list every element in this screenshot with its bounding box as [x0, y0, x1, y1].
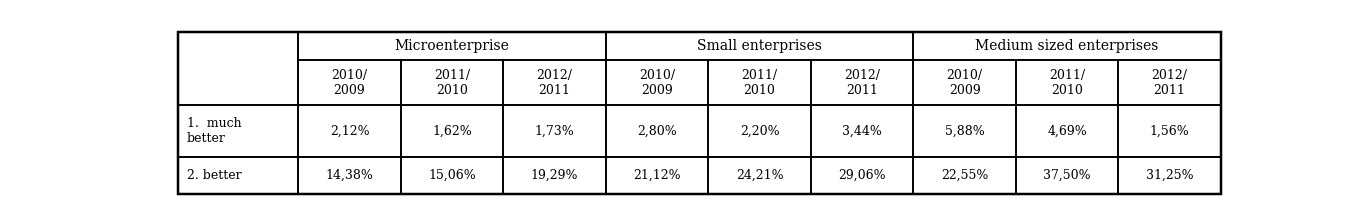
Bar	[605, 32, 914, 60]
Bar	[914, 32, 1221, 60]
Bar	[401, 157, 503, 194]
Bar	[914, 157, 1016, 194]
Bar	[1016, 105, 1118, 157]
Bar	[1016, 60, 1118, 105]
Text: 1,73%: 1,73%	[534, 124, 574, 137]
Text: 2011/
2010: 2011/ 2010	[1049, 69, 1085, 97]
Text: 24,21%: 24,21%	[736, 169, 783, 182]
Text: 2,12%: 2,12%	[329, 124, 370, 137]
Text: 2010/
2009: 2010/ 2009	[332, 69, 367, 97]
Text: 21,12%: 21,12%	[634, 169, 681, 182]
Text: 19,29%: 19,29%	[530, 169, 578, 182]
Text: 1.  much
better: 1. much better	[186, 117, 242, 145]
Bar	[401, 105, 503, 157]
Text: 4,69%: 4,69%	[1047, 124, 1087, 137]
Text: 15,06%: 15,06%	[428, 169, 476, 182]
Bar	[298, 157, 401, 194]
Bar	[298, 32, 605, 60]
Bar	[811, 157, 914, 194]
Bar	[178, 32, 298, 105]
Bar	[298, 105, 401, 157]
Text: 2,20%: 2,20%	[740, 124, 779, 137]
Text: 2011/
2010: 2011/ 2010	[434, 69, 471, 97]
Bar	[401, 60, 503, 105]
Text: 5,88%: 5,88%	[945, 124, 985, 137]
Bar	[1016, 157, 1118, 194]
Bar	[709, 157, 811, 194]
Text: 2010/
2009: 2010/ 2009	[639, 69, 675, 97]
Bar	[605, 105, 709, 157]
Text: 31,25%: 31,25%	[1145, 169, 1193, 182]
Text: 2. better: 2. better	[186, 169, 242, 182]
Bar	[1118, 105, 1221, 157]
Text: 2011/
2010: 2011/ 2010	[741, 69, 778, 97]
Bar	[178, 105, 298, 157]
Bar	[605, 60, 709, 105]
Text: Microenterprise: Microenterprise	[394, 39, 510, 53]
Bar	[605, 157, 709, 194]
Text: 3,44%: 3,44%	[842, 124, 883, 137]
Text: 2012/
2011: 2012/ 2011	[1152, 69, 1187, 97]
Text: 1,56%: 1,56%	[1149, 124, 1190, 137]
Bar	[811, 105, 914, 157]
Bar	[709, 60, 811, 105]
Bar	[178, 157, 298, 194]
Bar	[503, 105, 605, 157]
Bar	[709, 105, 811, 157]
Bar	[1118, 157, 1221, 194]
Text: Small enterprises: Small enterprises	[698, 39, 821, 53]
Text: 2012/
2011: 2012/ 2011	[537, 69, 573, 97]
Text: 1,62%: 1,62%	[432, 124, 472, 137]
Text: Medium sized enterprises: Medium sized enterprises	[975, 39, 1159, 53]
Bar	[914, 105, 1016, 157]
Text: 29,06%: 29,06%	[838, 169, 885, 182]
Bar	[1118, 60, 1221, 105]
Bar	[298, 60, 401, 105]
Text: 14,38%: 14,38%	[325, 169, 374, 182]
Text: 37,50%: 37,50%	[1043, 169, 1091, 182]
Text: 2010/
2009: 2010/ 2009	[947, 69, 983, 97]
Bar	[914, 60, 1016, 105]
Bar	[503, 157, 605, 194]
Text: 22,55%: 22,55%	[941, 169, 989, 182]
Text: 2012/
2011: 2012/ 2011	[845, 69, 880, 97]
Bar	[811, 60, 914, 105]
Text: 2,80%: 2,80%	[638, 124, 677, 137]
Bar	[503, 60, 605, 105]
